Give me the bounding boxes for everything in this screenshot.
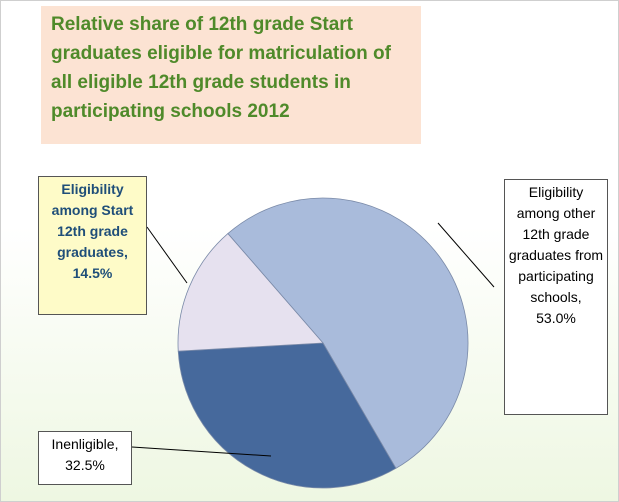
pie-slice xyxy=(227,197,469,469)
category-label: Eligibility among other 12th grade gradu… xyxy=(508,184,604,305)
leader-line xyxy=(146,226,188,284)
chart-title: Relative share of 12th grade Start gradu… xyxy=(41,6,421,144)
category-label: Inenligible, xyxy=(51,436,119,452)
category-label: Eligibility among Start 12th grade gradu… xyxy=(51,181,134,260)
value-label: 14.5% xyxy=(72,265,113,281)
data-label: Eligibility among other 12th grade gradu… xyxy=(504,179,608,415)
pie-slice xyxy=(177,233,324,352)
value-label: 53.0% xyxy=(536,310,576,326)
pie-slice xyxy=(177,342,397,489)
leader-line xyxy=(437,222,495,288)
leader-line xyxy=(131,446,272,457)
data-label: Inenligible, 32.5% xyxy=(38,431,132,485)
value-label: 32.5% xyxy=(65,457,105,473)
data-label: Eligibility among Start 12th grade gradu… xyxy=(38,176,147,315)
